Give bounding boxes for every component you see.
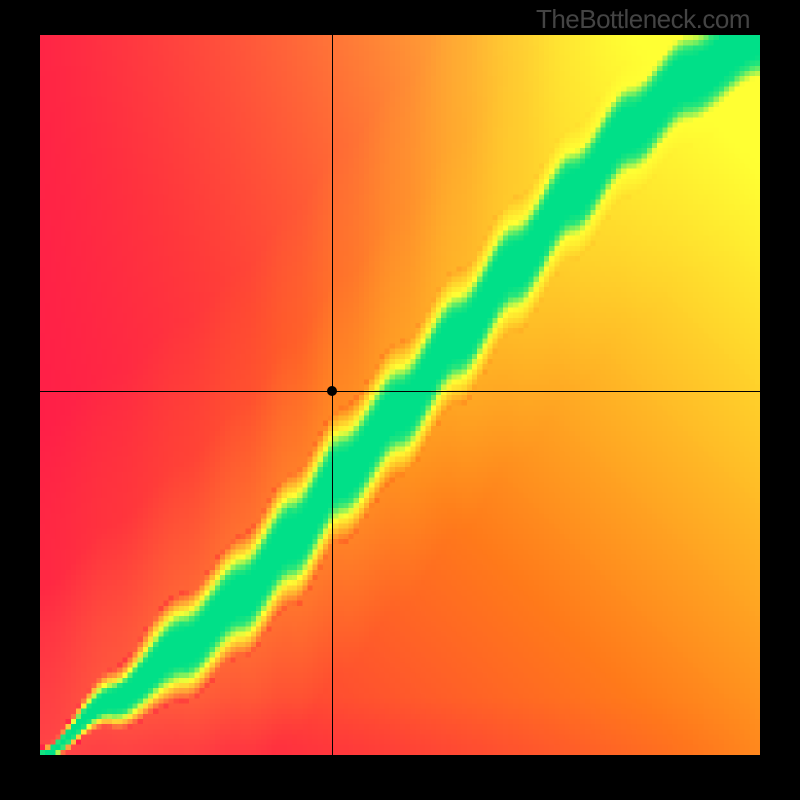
- heatmap-plot: [40, 35, 760, 755]
- watermark-text: TheBottleneck.com: [536, 4, 750, 35]
- chart-container: { "watermark": { "text": "TheBottleneck.…: [0, 0, 800, 800]
- heatmap-canvas: [40, 35, 760, 755]
